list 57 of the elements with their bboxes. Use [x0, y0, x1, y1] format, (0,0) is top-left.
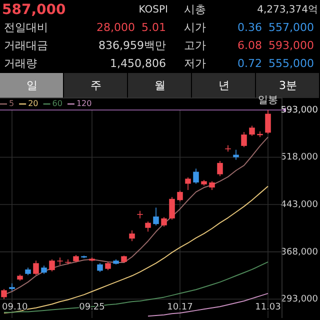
text: 년 [218, 79, 230, 92]
text: 고가 [184, 39, 206, 52]
text: 555,000 [268, 57, 314, 70]
y-tick-label: 443,000 [280, 200, 318, 210]
legend-label: 120 [76, 99, 92, 108]
annotation: 일봉 [258, 94, 278, 106]
candlestick [145, 221, 151, 232]
text: 593,000 [268, 39, 314, 52]
candlestick [265, 110, 271, 134]
text: 월 [154, 79, 166, 92]
text: 시총 [184, 3, 206, 16]
text: 일 [26, 79, 38, 92]
y-tick-label: 518,000 [280, 152, 318, 163]
text: 4,273,374억 [257, 4, 318, 16]
text: 주 [90, 79, 102, 92]
text: 1,450,806 [110, 57, 166, 70]
text: 28,000 [96, 21, 135, 34]
legend-label: 20 [28, 99, 38, 108]
text: 0.72 [238, 57, 262, 70]
candlestick [217, 160, 223, 177]
candlestick [9, 282, 15, 292]
candlestick [33, 260, 39, 276]
text: 전일대비 [4, 21, 48, 34]
candlestick [57, 257, 63, 266]
candlestick [129, 230, 135, 242]
candlestick [193, 168, 199, 184]
candlestick [241, 132, 247, 148]
candlestick [153, 207, 159, 226]
candlestick [161, 216, 167, 227]
text: 557,000 [268, 21, 314, 34]
candlestick [49, 258, 55, 272]
text: 시가 [184, 21, 206, 34]
candlestick [249, 125, 255, 136]
text: 거래량 [4, 57, 37, 70]
candlestick [233, 149, 239, 160]
legend-label: 5 [9, 99, 14, 108]
candlestick [1, 288, 7, 300]
x-tick-label: 09.10 [2, 302, 28, 312]
text: 6.08 [238, 39, 262, 52]
y-tick-label: 368,000 [280, 247, 318, 258]
text: 587,000 [2, 2, 66, 18]
text: KOSPI [138, 4, 168, 16]
candlestick [177, 190, 183, 202]
text: 0.36 [238, 21, 262, 34]
text: 거래대금 [4, 39, 48, 52]
legend-label: 60 [52, 99, 62, 108]
candlestick [137, 210, 143, 219]
ref-line-label: 593,000 [280, 105, 318, 116]
text: 836,959백만 [98, 39, 166, 52]
text: 저가 [184, 57, 206, 70]
candlestick [185, 177, 191, 190]
x-tick-label: 11.03 [255, 302, 281, 312]
text: 3분 [279, 79, 297, 92]
text: 5.01 [142, 21, 166, 34]
x-tick-label: 10.17 [167, 302, 193, 312]
y-tick-label: 293,000 [280, 294, 318, 305]
candlestick [169, 196, 175, 220]
